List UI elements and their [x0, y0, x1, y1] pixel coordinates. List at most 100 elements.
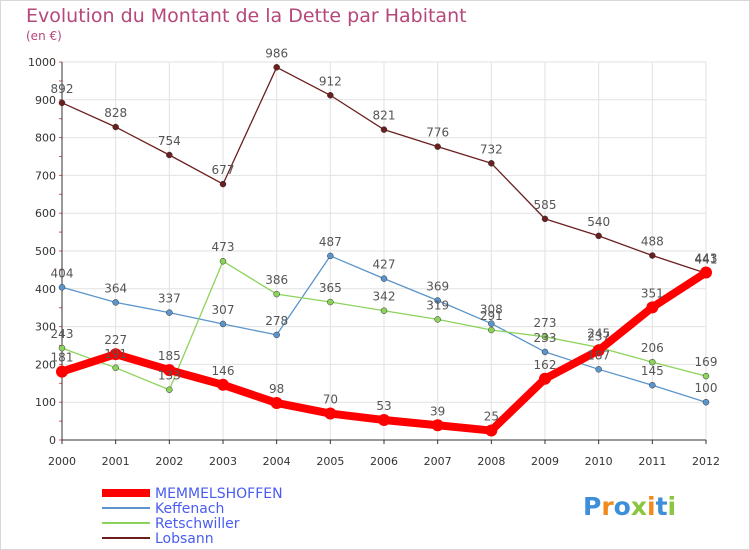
point-keffenach-2002	[166, 309, 173, 316]
data-label-lobsann-2003: 677	[212, 163, 235, 177]
data-label-retschwiller-2012: 169	[695, 355, 718, 369]
data-label-keffenach-2006: 427	[373, 258, 396, 272]
data-label-lobsann-2004: 986	[265, 46, 288, 60]
data-label-memmelshoffen-2004: 98	[269, 382, 284, 396]
data-label-retschwiller-2000: 243	[51, 327, 74, 341]
data-label-lobsann-2000: 892	[51, 82, 74, 96]
point-keffenach-2005	[327, 252, 334, 260]
point-memmelshoffen-2007	[431, 419, 444, 432]
point-lobsann-2006	[380, 126, 388, 133]
point-retschwiller-2008	[488, 326, 495, 334]
chart-subtitle: (en €)	[26, 29, 62, 43]
point-lobsann-2002	[166, 151, 173, 159]
point-keffenach-2003	[219, 320, 227, 328]
point-lobsann-2004	[273, 64, 280, 71]
legend-label-memmelshoffen: MEMMELSHOFFEN	[155, 486, 283, 502]
data-label-keffenach-2000: 404	[51, 266, 74, 280]
point-memmelshoffen-2006	[378, 413, 390, 426]
data-label-keffenach-2003: 307	[212, 303, 235, 317]
point-keffenach-2012	[702, 398, 710, 406]
point-memmelshoffen-2011	[646, 301, 659, 314]
point-memmelshoffen-2004	[270, 396, 283, 409]
data-label-memmelshoffen-2009: 162	[534, 358, 557, 372]
y-tick-label-100: 100	[35, 396, 56, 409]
point-retschwiller-2001	[112, 364, 119, 372]
point-keffenach-2007	[434, 297, 441, 304]
data-label-keffenach-2007: 369	[426, 280, 449, 294]
chart-title: Evolution du Montant de la Dette par Hab…	[26, 5, 467, 27]
data-label-lobsann-2008: 732	[480, 142, 503, 156]
data-label-keffenach-2008: 308	[480, 303, 503, 317]
legend-label-keffenach: Keffenach	[155, 501, 224, 517]
data-label-memmelshoffen-2002: 185	[158, 349, 181, 363]
data-label-keffenach-2004: 278	[265, 314, 288, 328]
data-label-keffenach-2005: 487	[319, 235, 342, 249]
point-lobsann-2007	[434, 143, 441, 150]
y-tick-label-600: 600	[35, 207, 56, 220]
point-memmelshoffen-2002	[163, 364, 176, 377]
logo-letter: i	[668, 492, 677, 521]
logo-letter: P	[583, 492, 601, 521]
series-lines	[56, 64, 712, 437]
series-keffenach	[58, 252, 710, 406]
x-tick-label-2007: 2007	[424, 455, 452, 468]
data-label-retschwiller-2003: 473	[212, 240, 235, 254]
data-label-retschwiller-2005: 365	[319, 281, 342, 295]
point-retschwiller-2011	[649, 358, 656, 366]
x-tick-label-2003: 2003	[209, 455, 237, 468]
point-lobsann-2009	[541, 215, 549, 223]
legend-label-lobsann: Lobsann	[155, 531, 214, 547]
x-tick-label-2010: 2010	[585, 455, 613, 468]
y-tick-label-800: 800	[35, 132, 56, 145]
data-label-memmelshoffen-2000: 181	[51, 351, 74, 365]
data-label-retschwiller-2004: 386	[265, 273, 288, 287]
point-keffenach-2000	[58, 284, 66, 291]
y-tick-label-400: 400	[35, 283, 56, 296]
point-lobsann-2003	[219, 180, 227, 188]
point-memmelshoffen-2012	[700, 266, 712, 279]
legend-label-retschwiller: Retschwiller	[155, 516, 240, 532]
data-label-lobsann-2005: 912	[319, 74, 342, 88]
y-tick-label-700: 700	[35, 169, 56, 182]
point-retschwiller-2006	[380, 307, 388, 314]
point-retschwiller-2002	[166, 386, 173, 393]
point-memmelshoffen-2009	[539, 372, 551, 385]
logo-letter: x	[631, 492, 647, 521]
x-tick-label-2012: 2012	[692, 455, 720, 468]
data-label-retschwiller-2011: 206	[641, 341, 664, 355]
data-label-lobsann-2012: 441	[695, 252, 718, 266]
x-tick-label-2005: 2005	[316, 455, 344, 468]
logo-letter: i	[647, 492, 656, 521]
y-tick-label-0: 0	[49, 434, 56, 447]
data-label-memmelshoffen-2007: 39	[430, 404, 445, 418]
axes: 0 100 200 300 400 500 600 700 800 900 1000 2000 2001…	[28, 56, 720, 468]
point-keffenach-2011	[649, 381, 656, 389]
data-label-keffenach-2001: 364	[104, 281, 127, 295]
data-label-keffenach-2009: 233	[534, 331, 557, 345]
x-tick-label-2006: 2006	[370, 455, 398, 468]
point-memmelshoffen-2008	[485, 424, 498, 437]
data-label-retschwiller-2001: 191	[104, 347, 127, 361]
point-memmelshoffen-2001	[109, 348, 122, 361]
point-retschwiller-2009	[541, 333, 549, 341]
point-keffenach-2009	[541, 348, 549, 356]
x-tick-label-2011: 2011	[638, 455, 666, 468]
y-tick-label-500: 500	[35, 245, 56, 258]
data-label-lobsann-2001: 828	[104, 106, 127, 120]
series-memmelshoffen	[56, 266, 712, 437]
point-memmelshoffen-2010	[592, 344, 605, 357]
data-label-lobsann-2011: 488	[641, 235, 664, 249]
x-tick-label-2002: 2002	[155, 455, 183, 468]
x-tick-label-2008: 2008	[477, 455, 505, 468]
logo-letter: r	[601, 492, 614, 521]
x-tick-label-2000: 2000	[48, 455, 76, 468]
data-label-keffenach-2012: 100	[695, 381, 718, 395]
x-tick-label-2001: 2001	[102, 455, 130, 468]
point-keffenach-2008	[488, 320, 495, 327]
data-label-memmelshoffen-2006: 53	[376, 399, 391, 413]
point-lobsann-2005	[327, 92, 334, 99]
data-label-memmelshoffen-2001: 227	[104, 333, 127, 347]
point-retschwiller-2005	[327, 298, 334, 306]
point-lobsann-2008	[488, 160, 495, 167]
point-retschwiller-2000	[58, 344, 66, 352]
